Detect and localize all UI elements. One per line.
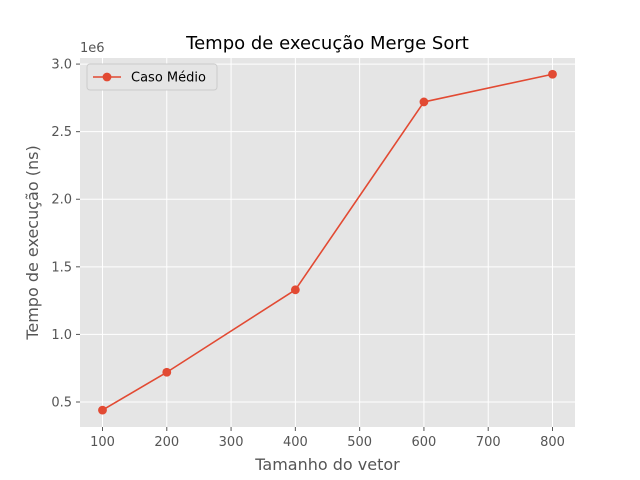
legend-box (86, 63, 218, 91)
data-point (162, 367, 172, 377)
y-axis-label: Tempo de execução (ns) (23, 145, 42, 340)
tick-labels: 100 200 300 400 500 600 700 800 0.5 1.0 1.5 2.0 2.5 3… (51, 58, 565, 450)
legend: Caso Médio (86, 63, 218, 91)
x-axis-label: Tamanho do vetor (254, 455, 400, 474)
y-axis-offset-label: 1e6 (80, 41, 105, 56)
data-point (98, 405, 107, 415)
y-tick-label: 2.5 (51, 125, 72, 140)
series-layer (98, 69, 557, 415)
chart-title: Tempo de execução Merge Sort (185, 33, 469, 54)
y-tick-label: 1.5 (51, 260, 72, 275)
data-point (290, 285, 300, 295)
data-point (419, 97, 429, 107)
x-tick-label: 300 (219, 435, 244, 450)
y-tick-label: 0.5 (51, 395, 72, 410)
x-tick-label: 100 (90, 435, 115, 450)
data-point (548, 69, 557, 79)
x-tick-label: 200 (154, 435, 179, 450)
x-tick-label: 600 (412, 435, 437, 450)
x-tick-label: 800 (540, 435, 565, 450)
x-tick-label: 700 (476, 435, 501, 450)
y-tick-label: 3.0 (51, 58, 72, 73)
legend-point-marker (102, 72, 112, 82)
y-tick-label: 1.0 (51, 328, 72, 343)
y-tick-label: 2.0 (51, 193, 72, 208)
grid-lines (80, 58, 575, 427)
legend-label: Caso Médio (131, 71, 206, 86)
x-tick-label: 400 (283, 435, 308, 450)
x-tick-label: 500 (347, 435, 372, 450)
